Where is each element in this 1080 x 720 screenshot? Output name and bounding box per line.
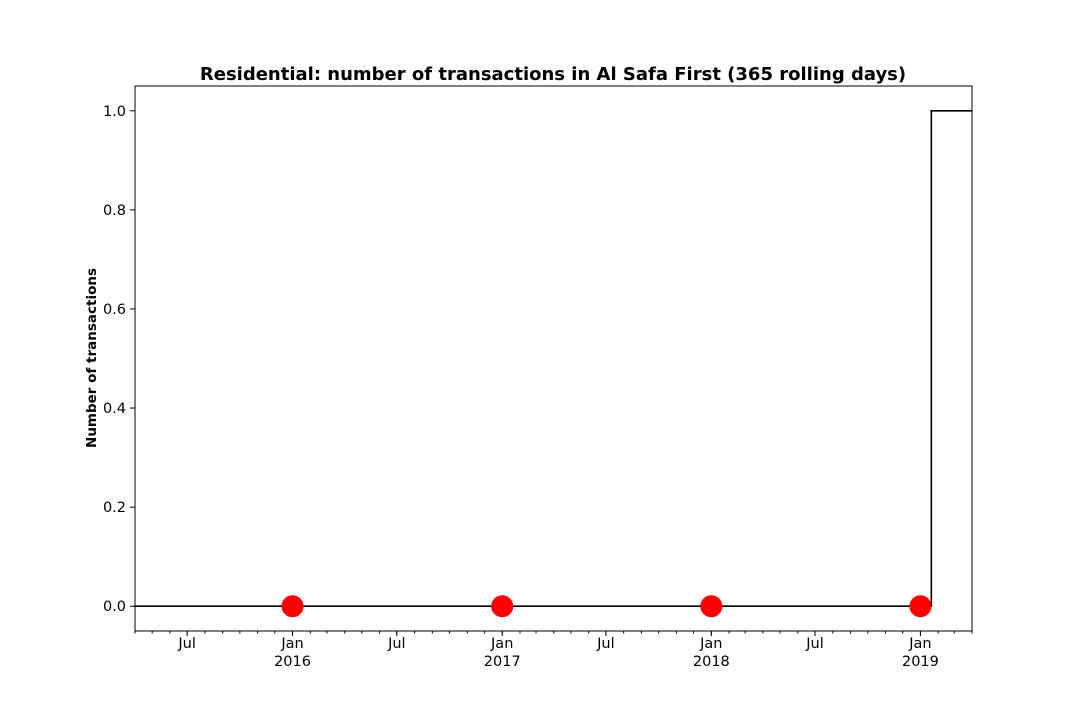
chart-title: Residential: number of transactions in A… [200, 64, 906, 85]
axes-frame [134, 85, 973, 632]
data-point-0 [281, 595, 304, 618]
x-tick-label-7: Jan [908, 636, 931, 652]
series-line-0 [135, 109, 972, 608]
y-axis-label: Number of transactions [84, 268, 100, 448]
y-tick-label-5: 1.0 [103, 104, 126, 120]
x-tick-label-4: Jul [596, 636, 615, 652]
y-tick-label-2: 0.4 [103, 401, 126, 417]
x-tick-label-0: Jul [177, 636, 196, 652]
x-tick-year-1: 2016 [274, 654, 311, 670]
axes: 0.0 0.2 0.4 0.6 0.8 1.0 Jul Jan 2016 Jul Jan 2017 Ju… [103, 104, 973, 670]
data-point-3 [909, 595, 932, 618]
y-tick-label-3: 0.6 [103, 302, 126, 318]
data-point-1 [491, 595, 514, 618]
x-tick-year-3: 2017 [484, 654, 521, 670]
data-point-2 [700, 595, 723, 618]
y-tick-label-4: 0.8 [103, 203, 126, 219]
plot-area [135, 109, 972, 618]
x-tick-label-2: Jul [387, 636, 406, 652]
x-tick-label-6: Jul [805, 636, 824, 652]
x-tick-year-7: 2019 [902, 654, 939, 670]
x-tick-label-3: Jan [490, 636, 513, 652]
x-tick-label-1: Jan [280, 636, 303, 652]
x-tick-year-5: 2018 [693, 654, 730, 670]
y-tick-label-0: 0.0 [103, 599, 126, 615]
x-tick-label-5: Jan [699, 636, 722, 652]
y-tick-label-1: 0.2 [103, 500, 126, 516]
